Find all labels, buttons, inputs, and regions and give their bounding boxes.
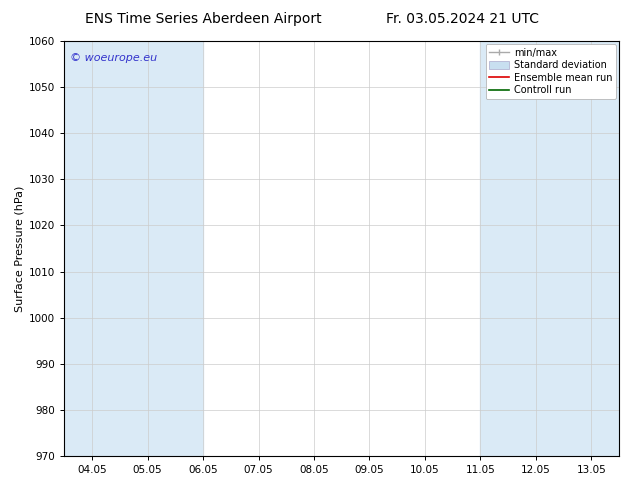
Text: Fr. 03.05.2024 21 UTC: Fr. 03.05.2024 21 UTC: [386, 12, 540, 26]
Bar: [65, 41, 203, 456]
Text: ENS Time Series Aberdeen Airport: ENS Time Series Aberdeen Airport: [84, 12, 321, 26]
Bar: [481, 41, 619, 456]
Y-axis label: Surface Pressure (hPa): Surface Pressure (hPa): [15, 185, 25, 312]
Text: © woeurope.eu: © woeurope.eu: [70, 53, 157, 64]
Legend: min/max, Standard deviation, Ensemble mean run, Controll run: min/max, Standard deviation, Ensemble me…: [486, 44, 616, 99]
